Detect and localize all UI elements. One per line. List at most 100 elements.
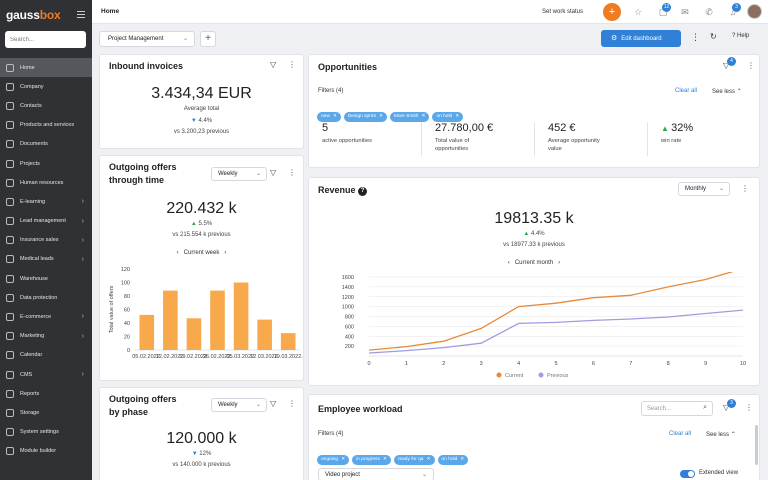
sidebar-item-e-learning[interactable]: E-learning ›	[0, 192, 92, 211]
menu-icon[interactable]	[77, 11, 85, 18]
bar[interactable]	[163, 290, 178, 350]
close-icon[interactable]: ✕	[426, 457, 431, 462]
close-icon[interactable]: ✕	[378, 114, 383, 119]
sidebar-item-home[interactable]: Home	[0, 58, 92, 78]
workload-scrollbar[interactable]	[755, 425, 758, 465]
filter-chip[interactable]: on hold ✕	[432, 112, 464, 122]
refresh-icon[interactable]: ↻	[710, 32, 717, 41]
filter-icon[interactable]: ▽	[270, 399, 277, 408]
set-work-status-button[interactable]: Set work status	[542, 9, 584, 15]
filter-chip[interactable]: ready for qa ✕	[393, 455, 435, 465]
see-less-toggle[interactable]: See less ⌃	[706, 431, 736, 438]
sidebar-item-label: Warehouse	[20, 275, 48, 282]
phone-icon[interactable]: ✆	[705, 7, 713, 17]
period-select[interactable]: Weekly ⌄	[211, 167, 267, 181]
filter-chip[interactable]: Design sprint ✕	[343, 112, 387, 122]
sidebar-item-documents[interactable]: Documents	[0, 135, 92, 154]
chat-icon[interactable]: ▢	[658, 7, 668, 17]
close-icon[interactable]: ✕	[421, 114, 426, 119]
sidebar-item-cms[interactable]: CMS ›	[0, 365, 92, 384]
sidebar-item-lead-management[interactable]: Lead management ›	[0, 212, 92, 231]
clear-all-link[interactable]: Clear all	[669, 431, 692, 437]
bar[interactable]	[139, 314, 155, 350]
sidebar-item-warehouse[interactable]: Warehouse	[0, 269, 92, 288]
sidebar-item-calendar[interactable]: Calendar	[0, 346, 92, 365]
user-avatar[interactable]	[747, 4, 762, 19]
close-icon[interactable]: ✕	[382, 457, 387, 462]
logo[interactable]: gaussbox	[6, 8, 61, 22]
edit-dashboard-button[interactable]: ⚙ Edit dashboard	[601, 30, 681, 47]
filter-chip[interactable]: on hold ✕	[437, 455, 469, 465]
outgoing-time-value: 220.432 k	[166, 200, 237, 217]
filter-chip[interactable]: More Smith ✕	[389, 112, 430, 122]
see-less-toggle[interactable]: See less ⌃	[712, 88, 742, 95]
project-select-value: Video project	[325, 472, 360, 478]
filter-chip[interactable]: ongoing ✕	[317, 455, 350, 465]
bar[interactable]	[257, 319, 272, 350]
more-options-icon[interactable]: ⋮	[745, 403, 753, 412]
mail-icon[interactable]: ✉	[681, 7, 689, 17]
filter-icon[interactable]: ▽	[270, 168, 277, 177]
help-button[interactable]: ? Help	[732, 33, 749, 39]
sidebar-item-contacts[interactable]: Contacts	[0, 96, 92, 115]
filter-chip[interactable]: new ✕	[317, 112, 341, 122]
filter-icon[interactable]: ▽	[270, 60, 277, 69]
chevron-right-icon[interactable]: ›	[222, 250, 227, 256]
sidebar-item-company[interactable]: Company	[0, 77, 92, 96]
workload-search-input[interactable]: Search... ⌕	[641, 401, 713, 416]
filter-chip[interactable]: in progress ✕	[352, 455, 391, 465]
more-options-icon[interactable]: ⋮	[747, 61, 755, 70]
extended-view-toggle[interactable]	[680, 470, 695, 478]
close-icon[interactable]: ✕	[341, 457, 346, 462]
more-options-icon[interactable]: ⋮	[691, 32, 700, 42]
series-line-previous[interactable]	[368, 309, 744, 354]
project-select[interactable]: Video project ⌄	[318, 468, 434, 480]
sidebar-item-system-settings[interactable]: System settings	[0, 423, 92, 442]
period-value: Weekly	[218, 171, 238, 177]
sidebar-item-data-protection[interactable]: Data protection	[0, 288, 92, 307]
period-select[interactable]: Weekly ⌄	[211, 398, 267, 412]
bar[interactable]	[233, 282, 249, 351]
more-options-icon[interactable]: ⋮	[288, 168, 296, 177]
chevron-left-icon[interactable]: ‹	[176, 250, 181, 256]
module-icon	[6, 351, 14, 360]
sidebar-item-projects[interactable]: Projects	[0, 154, 92, 173]
bar[interactable]	[280, 333, 296, 350]
series-line-current[interactable]	[368, 272, 743, 351]
sidebar-item-storage[interactable]: Storage	[0, 403, 92, 422]
inbound-previous: vs 3.200,23 previous	[173, 129, 230, 135]
line-y-tick-label: 800	[345, 315, 354, 321]
close-icon[interactable]: ✕	[332, 114, 337, 119]
quick-add-button[interactable]: +	[603, 3, 621, 21]
chevron-right-icon[interactable]: ›	[556, 260, 561, 266]
revenue-line-chart: 200 400 600 800 1000 1200 1400 1600 0 1 2 3 4 5 6 7 8 9 10…	[342, 272, 746, 379]
sidebar-item-insurance-sales[interactable]: Insurance sales ›	[0, 231, 92, 250]
bar[interactable]	[186, 318, 202, 350]
filter-icon[interactable]: ▽	[723, 61, 730, 70]
dashboard-select[interactable]: Project Management ⌄	[99, 31, 195, 47]
sidebar-item-label: CMS	[20, 371, 33, 378]
sidebar-item-reports[interactable]: Reports	[0, 384, 92, 403]
sidebar-item-marketing[interactable]: Marketing ›	[0, 327, 92, 346]
close-icon[interactable]: ✕	[460, 457, 465, 462]
add-dashboard-button[interactable]: +	[200, 31, 216, 47]
bell-icon[interactable]: ♫	[729, 7, 737, 17]
clear-all-link[interactable]: Clear all	[675, 88, 698, 94]
sidebar-item-products-and-services[interactable]: Products and services	[0, 116, 92, 135]
help-icon[interactable]: ?	[358, 187, 368, 196]
chevron-left-icon[interactable]: ‹	[507, 260, 512, 266]
bar[interactable]	[210, 290, 225, 350]
sidebar-item-human-resources[interactable]: Human resources	[0, 173, 92, 192]
more-options-icon[interactable]: ⋮	[288, 399, 296, 408]
sidebar-item-e-commerce[interactable]: E-commerce ›	[0, 307, 92, 326]
gear-icon: ⚙	[611, 35, 618, 42]
sidebar-item-medical-leads[interactable]: Medical leads ›	[0, 250, 92, 269]
filter-icon[interactable]: ▽	[723, 403, 730, 412]
more-options-icon[interactable]: ⋮	[741, 184, 749, 193]
more-options-icon[interactable]: ⋮	[288, 60, 296, 69]
revenue-period-select[interactable]: Monthly ⌄	[678, 182, 730, 196]
star-icon[interactable]: ☆	[633, 7, 643, 17]
sidebar-item-module-builder[interactable]: Module builder	[0, 442, 92, 461]
close-icon[interactable]: ✕	[455, 114, 460, 119]
sidebar-search-input[interactable]	[5, 31, 86, 48]
